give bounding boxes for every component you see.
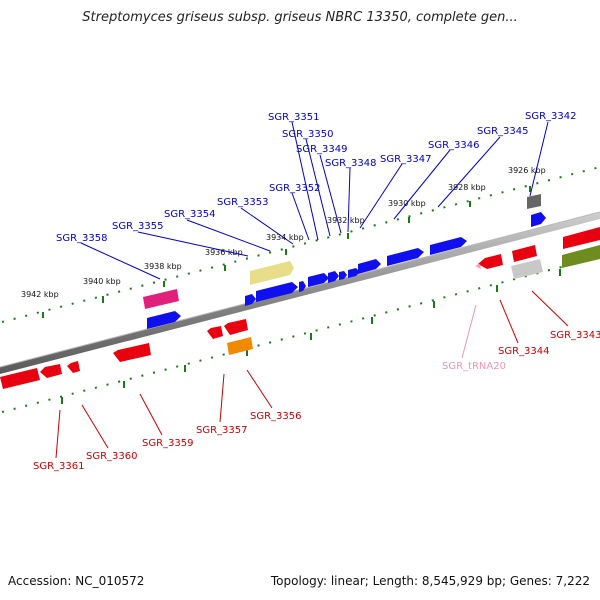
gene-sgr3344[interactable] [512,245,537,262]
gene-sgr3353[interactable] [256,282,298,302]
forward-strand-genes [143,194,546,329]
gene-sgr3346[interactable] [387,248,424,266]
gene-sgr3343[interactable] [563,227,600,249]
label-sgr3355[interactable]: SGR_3355 [112,221,164,232]
gene-sgr3342[interactable] [527,194,541,209]
gene-sgr3361-a[interactable] [40,364,62,378]
gene-sgr3348[interactable] [348,268,360,278]
label-sgr3359[interactable]: SGR_3359 [142,438,194,449]
gene-sgr3355[interactable] [250,261,294,285]
gene-sgr3351[interactable] [308,273,329,287]
gene-sgr3359[interactable] [113,343,151,362]
label-sgr3361[interactable]: SGR_3361 [33,461,85,472]
label-sgr3353[interactable]: SGR_3353 [217,197,269,208]
gene-sgr3360[interactable] [67,361,80,373]
gene-sgr3358-b[interactable] [147,311,181,329]
kbp-label-3934: 3934 kbp [266,233,304,242]
label-sgr3350[interactable]: SGR_3350 [282,129,334,140]
label-sgr3342[interactable]: SGR_3342 [525,111,577,122]
label-sgr3346[interactable]: SGR_3346 [428,140,480,151]
gene-sgr3344-b[interactable] [478,254,503,269]
gene-sgr3349[interactable] [339,271,347,280]
label-sgr3351[interactable]: SGR_3351 [268,112,320,123]
gene-sgr3343-gray[interactable] [511,259,543,279]
label-sgr3344[interactable]: SGR_3344 [498,346,550,357]
gene-sgr3342-small[interactable] [531,212,546,227]
genome-axis [0,212,600,374]
label-sgr3347[interactable]: SGR_3347 [380,154,432,165]
label-sgr3357[interactable]: SGR_3357 [196,425,248,436]
label-sgr3356[interactable]: SGR_3356 [250,411,302,422]
gene-sgr3358[interactable] [143,289,179,309]
gene-olive[interactable] [562,245,600,268]
kbp-label-3938: 3938 kbp [144,262,182,271]
reverse-strand-genes [0,227,600,389]
kbp-label-3932: 3932 kbp [327,216,365,225]
label-sgr-trna20[interactable]: SGR_tRNA20 [442,361,506,372]
label-sgr3354[interactable]: SGR_3354 [164,209,216,220]
gene-sgr3347[interactable] [358,259,381,274]
gene-trna20[interactable] [475,264,481,269]
label-sgr3343[interactable]: SGR_3343 [550,330,600,341]
kbp-label-3942: 3942 kbp [21,290,59,299]
label-sgr3358[interactable]: SGR_3358 [56,233,108,244]
gene-sgr3352[interactable] [299,281,306,292]
kbp-label-3936: 3936 kbp [205,248,243,257]
kbp-label-3940: 3940 kbp [83,277,121,286]
genome-title: Streptomyces griseus subsp. griseus NBRC… [82,10,518,25]
gene-sgr3356[interactable] [227,337,253,355]
accession-text: Accession: NC_010572 [8,574,145,588]
gene-sgr3345[interactable] [430,237,467,255]
gene-sgr3354[interactable] [245,294,256,306]
kbp-label-3928: 3928 kbp [448,183,486,192]
gene-sgr3357-b[interactable] [207,326,223,339]
gene-sgr3361-b[interactable] [0,368,40,389]
kbp-label-3926: 3926 kbp [508,166,546,175]
label-sgr3349[interactable]: SGR_3349 [296,144,348,155]
label-sgr3348[interactable]: SGR_3348 [325,158,377,169]
label-sgr3345[interactable]: SGR_3345 [477,126,529,137]
label-sgr3360[interactable]: SGR_3360 [86,451,138,462]
gene-sgr3350[interactable] [328,271,339,283]
label-sgr3352[interactable]: SGR_3352 [269,183,321,194]
gene-sgr3357-a[interactable] [224,319,248,335]
genome-summary: Topology: linear; Length: 8,545,929 bp; … [270,574,590,588]
